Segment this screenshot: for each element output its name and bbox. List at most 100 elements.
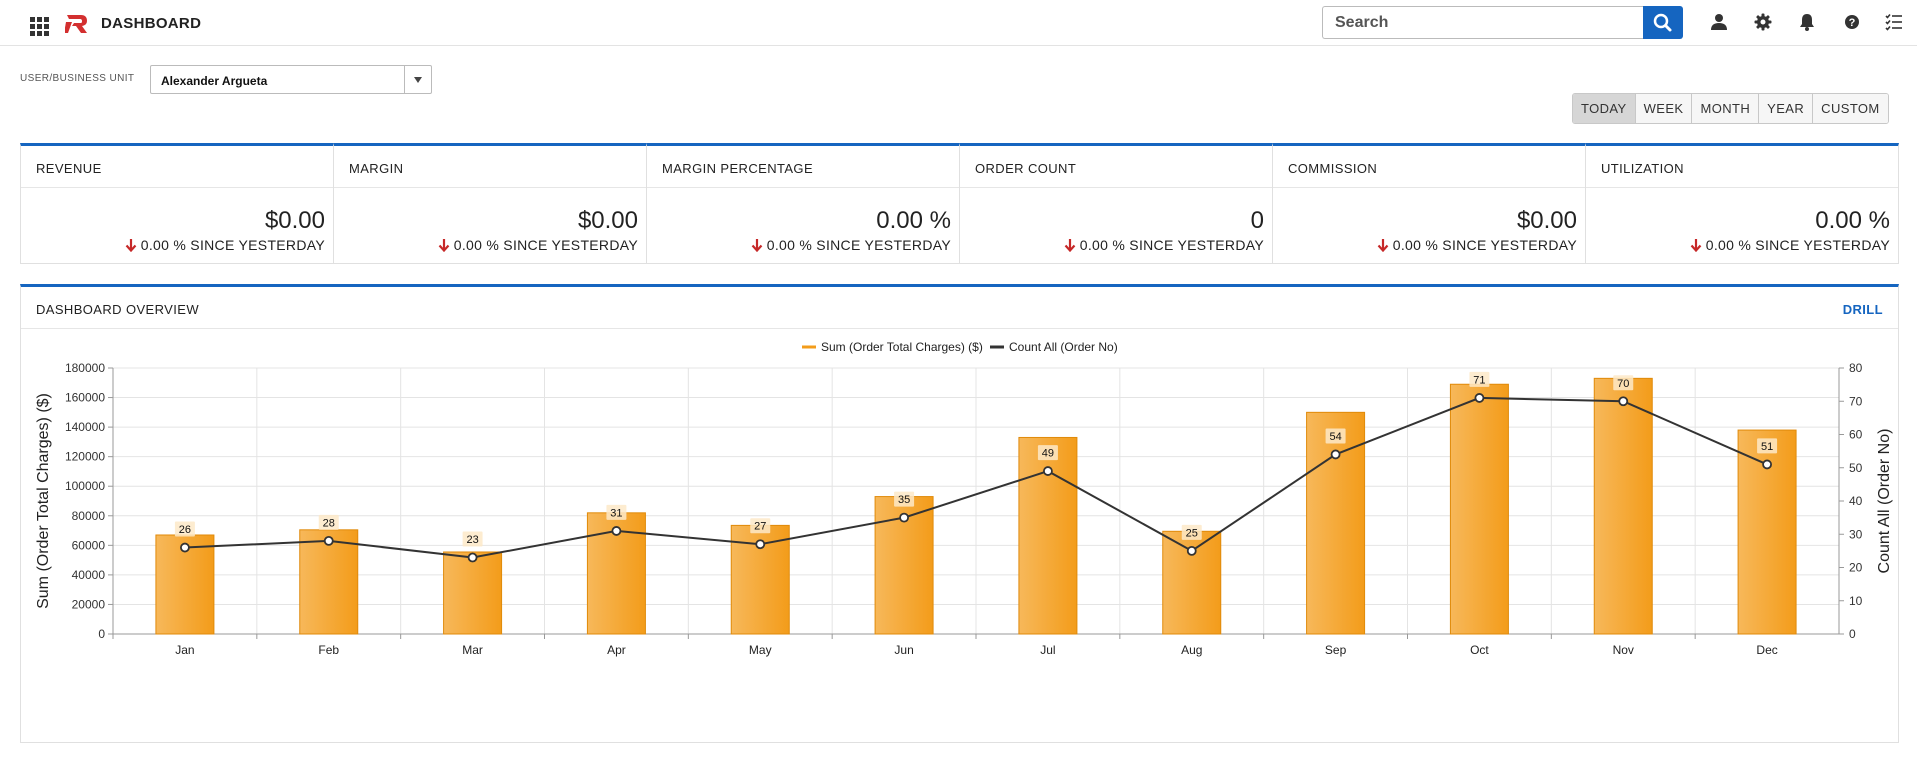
x-tick-label: Jun <box>894 643 913 657</box>
count-point-mar <box>467 552 478 563</box>
data-label-bg <box>1037 445 1058 461</box>
kpi-change-text: 0.00 % SINCE YESTERDAY <box>1079 237 1264 253</box>
data-label-bg <box>1469 371 1490 387</box>
count-data-label: 49 <box>1042 448 1054 460</box>
drill-link[interactable]: DRILL <box>1842 302 1883 317</box>
count-point-nov <box>1618 396 1629 407</box>
kpi-value: 0.00 % <box>1815 207 1890 234</box>
period-selector: TODAY WEEK MONTH YEAR CUSTOM <box>1572 93 1889 124</box>
legend-item-bar: Sum (Order Total Charges) ($) <box>821 340 983 354</box>
selected-user: Alexander Argueta <box>161 74 268 88</box>
kpi-change-text: 0.00 % SINCE YESTERDAY <box>766 237 951 253</box>
kpi-card-utilization: UTILIZATION 0.00 % 0.00 % SINCE YESTERDAY <box>1585 143 1899 264</box>
period-today-button[interactable]: TODAY <box>1573 94 1636 123</box>
count-point-jan <box>180 542 190 553</box>
x-tick-label: Mar <box>462 643 483 657</box>
bar-feb <box>299 529 359 635</box>
kpi-change: 0.00 % SINCE YESTERDAY <box>1377 237 1577 253</box>
dashboard-overview-panel: DASHBOARD OVERVIEW DRILL 0 20000 40000 6000… <box>20 284 1899 743</box>
kpi-change-text: 0.00 % SINCE YESTERDAY <box>1392 237 1577 253</box>
y2-tick-label: 40 <box>1849 494 1863 508</box>
x-tick-label: Jan <box>175 643 194 657</box>
kpi-card-margin-percentage: MARGIN PERCENTAGE 0.00 % 0.00 % SINCE YEST… <box>646 143 959 264</box>
kpi-label: UTILIZATION <box>1586 146 1898 188</box>
count-point-dec <box>1762 459 1772 470</box>
count-data-label: 27 <box>754 521 766 533</box>
arrow-down-icon <box>438 239 450 252</box>
y2-tick-label: 10 <box>1849 594 1863 608</box>
kpi-value: 0.00 % <box>876 207 951 234</box>
y2-tick-label: 70 <box>1849 394 1863 408</box>
user-icon[interactable] <box>1710 13 1728 31</box>
arrow-down-icon <box>1690 239 1702 252</box>
count-point-may <box>755 539 766 550</box>
arrow-down-icon <box>751 239 763 252</box>
y2-tick-label: 0 <box>1849 627 1856 641</box>
search-button[interactable] <box>1643 6 1683 39</box>
kpi-change-text: 0.00 % SINCE YESTERDAY <box>1705 237 1890 253</box>
count-point-apr <box>611 526 622 536</box>
overview-chart: 0 20000 40000 60000 80000 100000 120000 140000 1… <box>35 340 1893 657</box>
count-data-label: 26 <box>179 524 191 536</box>
count-point-jun <box>899 512 909 523</box>
count-data-label: 51 <box>1761 441 1773 453</box>
period-month-button[interactable]: MONTH <box>1692 94 1760 123</box>
chart-legend: Sum (Order Total Charges) ($) Count All (… <box>802 340 1118 354</box>
x-tick-label: Dec <box>1756 643 1777 657</box>
arrow-down-icon <box>1377 239 1389 252</box>
kpi-label: ORDER COUNT <box>960 146 1272 188</box>
kpi-value: 0 <box>1250 207 1264 234</box>
app-title: DASHBOARD <box>101 15 202 32</box>
kpi-value: $0.00 <box>1516 207 1577 234</box>
user-business-unit-select[interactable]: Alexander Argueta <box>150 65 432 94</box>
data-label-bg <box>174 521 195 537</box>
bell-icon[interactable] <box>1798 13 1816 31</box>
y-tick-label: 140000 <box>65 420 105 434</box>
y-tick-label: 20000 <box>72 597 106 611</box>
gear-icon[interactable] <box>1754 13 1772 31</box>
kpi-change: 0.00 % SINCE YESTERDAY <box>438 237 638 253</box>
search-icon <box>1653 13 1672 32</box>
data-label-bg <box>1325 428 1346 444</box>
kpi-change-text: 0.00 % SINCE YESTERDAY <box>140 237 325 253</box>
bar-nov <box>1593 377 1653 635</box>
period-week-button[interactable]: WEEK <box>1635 94 1693 123</box>
count-data-label: 71 <box>1473 374 1485 386</box>
kpi-change: 0.00 % SINCE YESTERDAY <box>1690 237 1890 253</box>
top-bar: DASHBOARD ? <box>0 0 1917 46</box>
y-tick-label: 0 <box>98 627 105 641</box>
search-input[interactable] <box>1322 6 1644 39</box>
count-point-sep <box>1330 449 1341 460</box>
apps-grid-icon[interactable] <box>30 17 50 36</box>
kpi-card-revenue: REVENUE $0.00 0.00 % SINCE YESTERDAY <box>20 143 333 264</box>
period-custom-button[interactable]: CUSTOM <box>1813 94 1888 123</box>
count-data-label: 54 <box>1329 431 1341 443</box>
count-data-label: 23 <box>466 534 478 546</box>
user-business-unit-label: USER/BUSINESS UNIT <box>20 73 135 84</box>
count-data-label: 25 <box>1186 527 1198 539</box>
y-tick-label: 120000 <box>65 450 105 464</box>
company-logo <box>65 15 87 33</box>
kpi-change: 0.00 % SINCE YESTERDAY <box>751 237 951 253</box>
x-tick-label: Aug <box>1181 643 1202 657</box>
data-label-bg <box>318 514 339 530</box>
bar-sep <box>1306 411 1366 635</box>
arrow-down-icon <box>125 239 137 252</box>
x-tick-label: Oct <box>1470 643 1489 657</box>
bar-oct <box>1449 383 1509 635</box>
kpi-change: 0.00 % SINCE YESTERDAY <box>1064 237 1264 253</box>
count-data-label: 70 <box>1617 378 1629 390</box>
count-series-line <box>184 396 1768 559</box>
kpi-card-order-count: ORDER COUNT 0 0.00 % SINCE YESTERDAY <box>959 143 1272 264</box>
help-icon[interactable]: ? <box>1843 13 1861 31</box>
data-label-bg <box>1613 375 1634 391</box>
y-tick-label: 80000 <box>72 509 106 523</box>
y-tick-label: 60000 <box>72 538 106 552</box>
x-tick-label: May <box>749 643 772 657</box>
task-list-icon[interactable] <box>1885 13 1903 31</box>
count-point-jul <box>1043 466 1053 476</box>
period-year-button[interactable]: YEAR <box>1759 94 1814 123</box>
dropdown-toggle[interactable] <box>404 66 431 93</box>
x-tick-label: Sep <box>1325 643 1347 657</box>
data-label-bg <box>462 531 483 547</box>
